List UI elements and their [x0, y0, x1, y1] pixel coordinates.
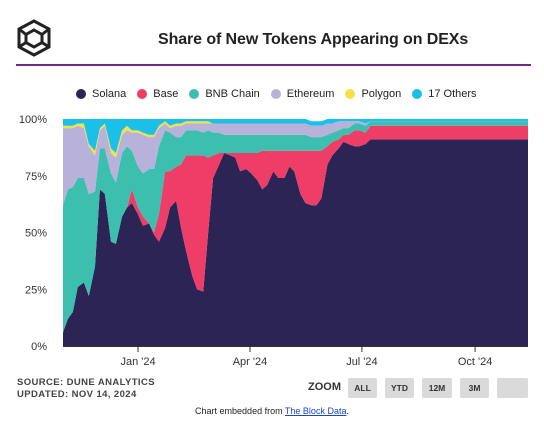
x-tick-label: Jan '24 [120, 356, 155, 368]
legend-item-polygon[interactable]: Polygon [345, 88, 401, 100]
embed-link[interactable]: The Block Data [284, 406, 347, 416]
y-tick-label: 75% [25, 171, 47, 183]
legend-swatch-icon [412, 89, 423, 99]
legend-swatch-icon [270, 89, 281, 99]
legend-label: Ethereum [286, 88, 335, 100]
zoom-all-button[interactable]: ALL [348, 378, 377, 398]
chart-legend: Solana Base BNB Chain Ethereum Polygon 1… [76, 88, 488, 100]
y-axis: 0% 25% 50% 75% 100% [19, 114, 47, 353]
x-tick-label: Jul '24 [346, 356, 377, 368]
zoom-label: ZOOM [308, 381, 341, 393]
title-divider [16, 64, 531, 66]
updated-text: UPDATED: NOV 14, 2024 [17, 389, 137, 400]
legend-swatch-icon [345, 89, 356, 99]
zoom-3m-button[interactable]: 3M [460, 378, 489, 398]
area-series-17-others [63, 119, 528, 154]
x-axis: Jan '24 Apr '24 Jul '24 Oct '24 [63, 346, 528, 368]
legend-label: Solana [92, 88, 127, 100]
legend-label: 17 Others [428, 88, 477, 100]
chart-title: Share of New Tokens Appearing on DEXs [158, 31, 469, 48]
legend-item-17-others[interactable]: 17 Others [412, 88, 477, 100]
y-tick-label: 25% [25, 284, 47, 296]
y-tick-label: 50% [25, 228, 47, 240]
zoom-ytd-button[interactable]: YTD [385, 378, 414, 398]
embed-note: Chart embedded from The Block Data. [0, 406, 544, 416]
embed-suffix: . [346, 406, 349, 416]
embed-prefix: Chart embedded from [195, 406, 285, 416]
legend-swatch-icon [76, 89, 86, 99]
x-tick-label: Apr '24 [233, 356, 268, 368]
y-tick-label: 0% [31, 341, 47, 353]
zoom-blank-button[interactable] [497, 378, 528, 398]
x-tick-label: Oct '24 [458, 356, 493, 368]
legend-swatch-icon [189, 89, 200, 99]
legend-item-bnb-chain[interactable]: BNB Chain [189, 88, 260, 100]
area-series-base [63, 125, 528, 333]
legend-item-ethereum[interactable]: Ethereum [270, 88, 335, 100]
legend-label: Base [153, 88, 179, 100]
area-series-solana [63, 139, 528, 346]
legend-swatch-icon [137, 89, 148, 99]
legend-label: Polygon [361, 88, 402, 100]
zoom-12m-button[interactable]: 12M [422, 378, 452, 398]
legend-item-solana[interactable]: Solana [76, 88, 126, 100]
the-block-logo-icon [17, 19, 51, 57]
source-text: SOURCE: DUNE ANALYTICS [17, 377, 155, 388]
legend-label: BNB Chain [205, 88, 260, 100]
source-note: SOURCE: DUNE ANALYTICS UPDATED: NOV 14, … [17, 377, 155, 401]
y-tick-label: 100% [19, 114, 47, 126]
chart-plot-area [63, 119, 528, 346]
legend-item-base[interactable]: Base [137, 88, 178, 100]
